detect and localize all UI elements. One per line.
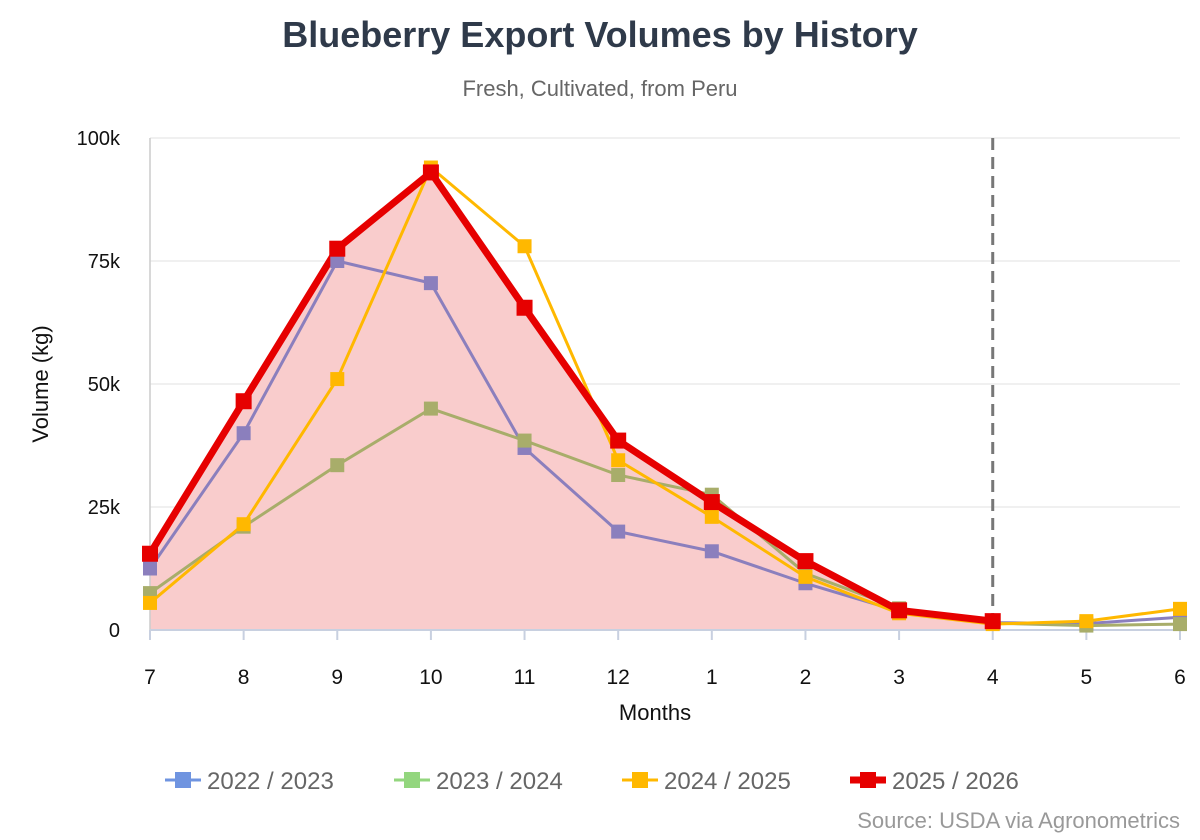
data-point bbox=[423, 276, 438, 291]
legend-label: 2023 / 2024 bbox=[436, 768, 563, 795]
y-axis-label: Volume (kg) bbox=[28, 325, 53, 442]
legend-swatch-marker bbox=[404, 772, 420, 788]
x-tick-label: 11 bbox=[514, 666, 536, 689]
data-point bbox=[330, 254, 345, 268]
data-point bbox=[143, 595, 157, 610]
data-point bbox=[891, 602, 908, 619]
y-tick-label: 0 bbox=[109, 620, 120, 642]
data-point bbox=[1173, 617, 1187, 632]
series-area-fill bbox=[150, 172, 993, 630]
legend-label: 2025 / 2026 bbox=[892, 768, 1019, 795]
source-credit: Source: USDA via Agronometrics bbox=[857, 808, 1180, 833]
x-tick-label: 5 bbox=[1081, 666, 1093, 689]
data-point bbox=[517, 239, 532, 254]
y-tick-label: 50k bbox=[88, 374, 121, 396]
data-point bbox=[143, 561, 157, 576]
data-point bbox=[611, 468, 626, 483]
legend-swatch-marker bbox=[632, 772, 648, 788]
legend-item-3[interactable]: 2025 / 2026 bbox=[850, 768, 1019, 795]
area-layer bbox=[150, 172, 993, 630]
data-point bbox=[611, 453, 626, 468]
x-tick-label: 1 bbox=[706, 666, 718, 689]
series-line-3 bbox=[146, 168, 997, 625]
data-point bbox=[1173, 601, 1187, 616]
x-tick-label: 2 bbox=[800, 666, 812, 689]
legend-item-0[interactable]: 2022 / 2023 bbox=[165, 768, 334, 795]
series-line-2 bbox=[148, 166, 1182, 626]
data-point bbox=[423, 401, 438, 416]
data-point bbox=[517, 433, 532, 448]
data-point bbox=[704, 509, 719, 524]
x-tick-label: 10 bbox=[419, 666, 442, 689]
series-points bbox=[142, 160, 1187, 633]
x-tick-label: 4 bbox=[987, 666, 999, 689]
data-point bbox=[1079, 614, 1094, 629]
data-point bbox=[329, 240, 346, 257]
x-tick-label: 12 bbox=[607, 666, 630, 689]
legend-label: 2024 / 2025 bbox=[664, 768, 791, 795]
legend-swatch-marker bbox=[175, 772, 191, 788]
data-point bbox=[236, 426, 251, 441]
data-point bbox=[797, 553, 814, 570]
data-point bbox=[236, 517, 251, 532]
data-point bbox=[142, 545, 158, 562]
x-tick-label: 7 bbox=[144, 666, 156, 689]
x-tick-label: 6 bbox=[1174, 666, 1186, 689]
data-point bbox=[610, 432, 627, 449]
data-point bbox=[798, 569, 813, 584]
data-point bbox=[235, 393, 252, 410]
data-point bbox=[984, 613, 1001, 630]
y-tick-label: 100k bbox=[77, 128, 121, 150]
legend-item-1[interactable]: 2023 / 2024 bbox=[394, 768, 563, 795]
data-point bbox=[330, 458, 345, 473]
data-point bbox=[422, 164, 439, 181]
chart-subtitle: Fresh, Cultivated, from Peru bbox=[462, 76, 738, 101]
data-point bbox=[611, 524, 626, 539]
legend-item-2[interactable]: 2024 / 2025 bbox=[622, 768, 791, 795]
legend[interactable]: 2022 / 2023 2023 / 2024 2024 / 2025 2025 / … bbox=[165, 768, 1019, 795]
data-point bbox=[330, 372, 345, 387]
legend-swatch-marker bbox=[860, 772, 876, 788]
x-axis-label: Months bbox=[619, 700, 691, 725]
legend-label: 2022 / 2023 bbox=[207, 768, 334, 795]
x-tick-label: 8 bbox=[238, 666, 250, 689]
data-point bbox=[703, 494, 720, 511]
data-point bbox=[704, 544, 719, 559]
x-tick-label: 3 bbox=[893, 666, 905, 689]
series-lines bbox=[146, 166, 1182, 628]
x-tick-label: 9 bbox=[331, 666, 343, 689]
y-tick-label: 75k bbox=[88, 251, 121, 273]
y-tick-label: 25k bbox=[88, 497, 121, 519]
data-point bbox=[516, 299, 533, 316]
chart-title: Blueberry Export Volumes by History bbox=[282, 14, 918, 55]
